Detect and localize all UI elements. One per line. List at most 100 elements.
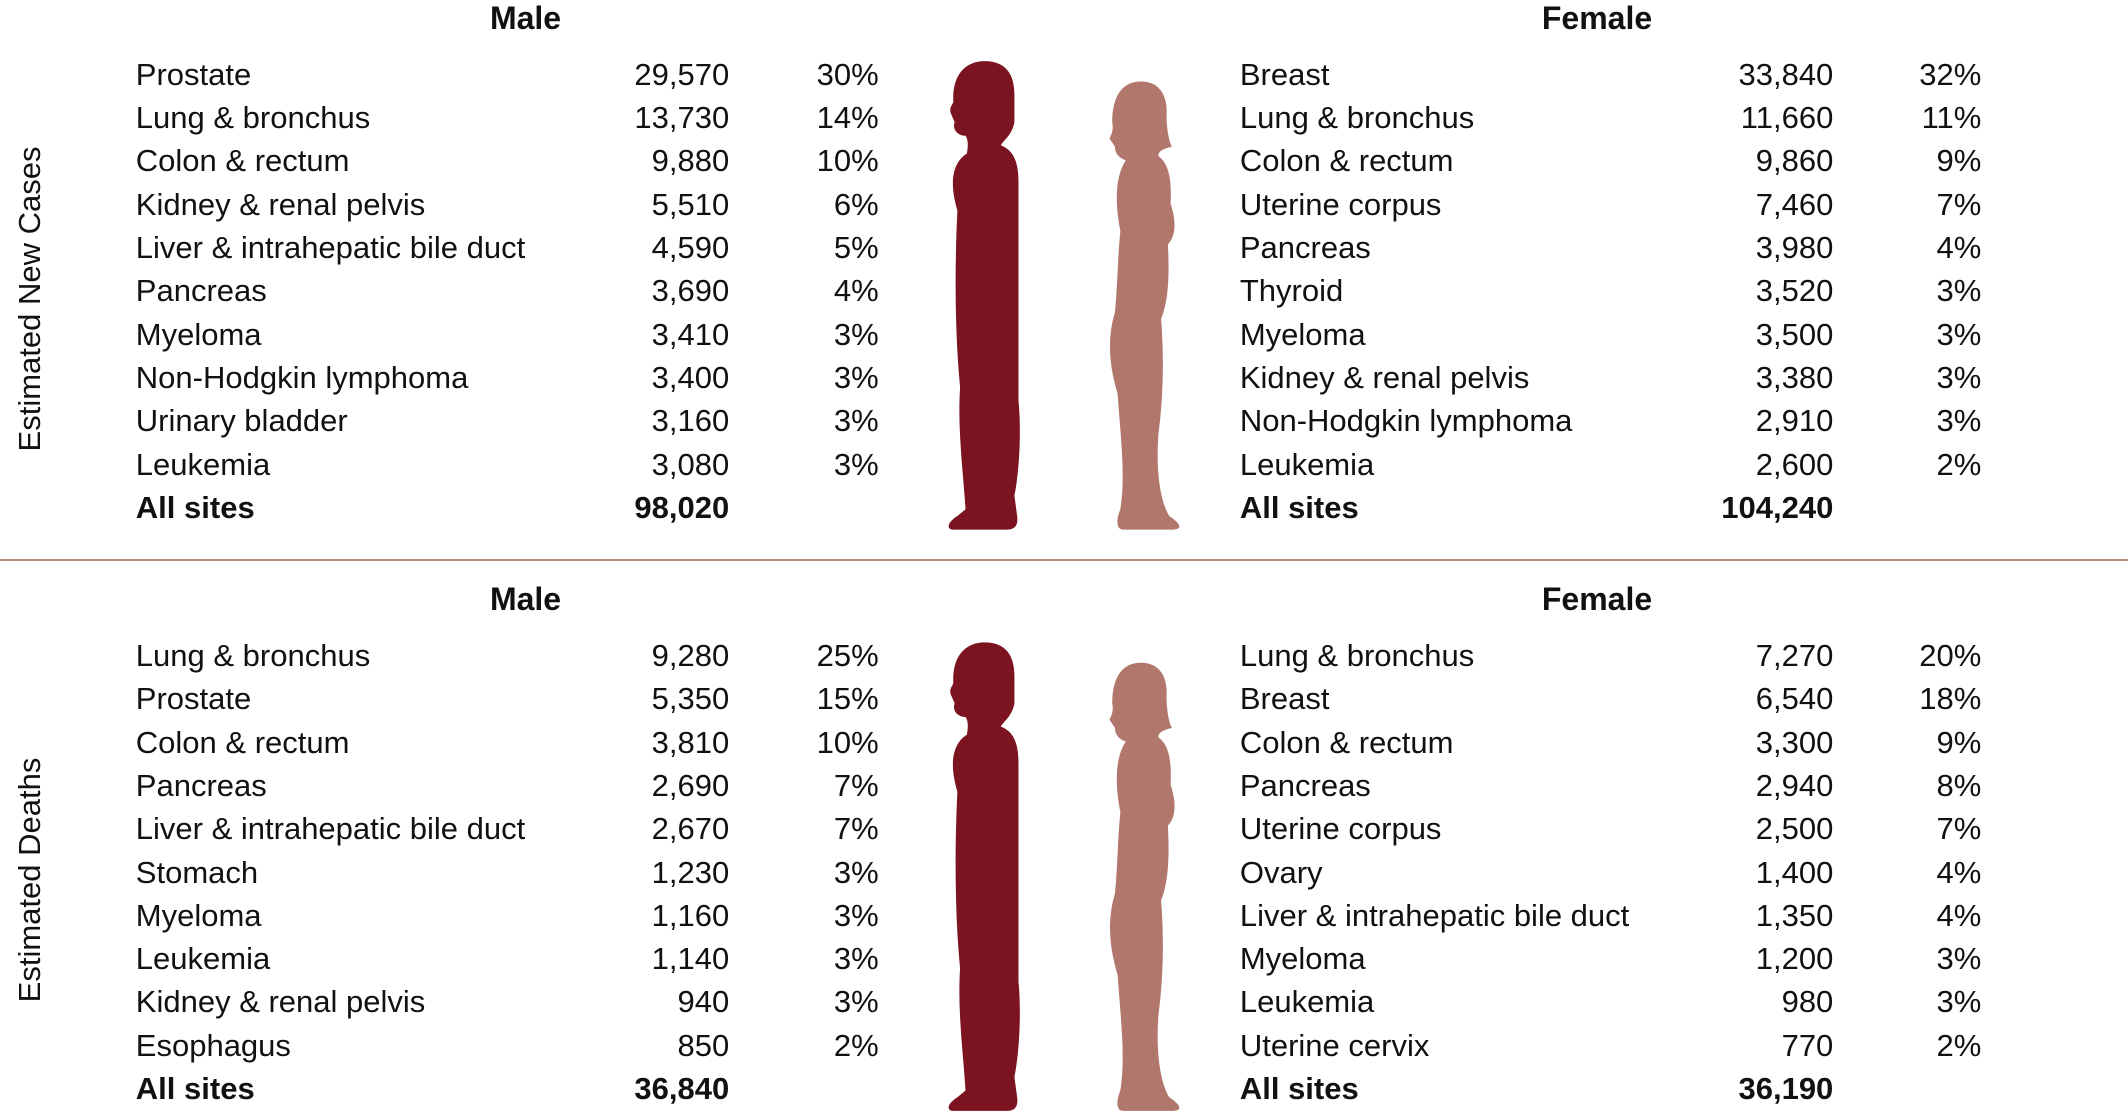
site-name: Lung & bronchus (1239, 100, 1475, 135)
male-silhouette (948, 642, 1020, 1111)
count: 3,300 (1755, 724, 1834, 760)
count: 5,510 (651, 186, 730, 222)
count: 6,540 (1755, 681, 1834, 717)
site-name: Myeloma (135, 897, 262, 933)
site-name: Liver & intrahepatic bile duct (1239, 897, 1630, 933)
female-silhouette (1109, 662, 1180, 1111)
total-label: All sites (135, 489, 255, 525)
site-name: Lung & bronchus (1239, 637, 1475, 673)
percent: 3% (1936, 403, 1982, 439)
site-name: Colon & rectum (1239, 724, 1454, 760)
site-name: Uterine corpus (1239, 811, 1442, 847)
site-name: Pancreas (1239, 229, 1371, 265)
count: 1,350 (1755, 897, 1834, 933)
count: 2,600 (1755, 446, 1834, 482)
percent: 3% (1936, 941, 1982, 977)
percent: 2% (1936, 446, 1982, 482)
count: 11,660 (1740, 100, 1834, 135)
total-label: All sites (135, 1071, 255, 1107)
count: 13,730 (634, 100, 730, 135)
section-label: Estimated New Cases (11, 146, 47, 452)
total-value: 36,190 (1738, 1071, 1834, 1107)
site-name: Colon & rectum (135, 724, 350, 760)
total-value: 98,020 (634, 489, 730, 525)
percent: 9% (1936, 143, 1982, 179)
percent: 3% (1936, 359, 1982, 395)
percent: 5% (833, 229, 879, 265)
column-title: Female (1541, 0, 1653, 36)
site-name: Myeloma (135, 316, 262, 352)
percent: 4% (833, 273, 879, 309)
site-name: Pancreas (135, 767, 267, 803)
count: 3,980 (1755, 229, 1834, 265)
site-name: Myeloma (1239, 316, 1366, 352)
site-name: Leukemia (135, 446, 271, 482)
site-name: Prostate (135, 681, 252, 717)
count: 9,860 (1755, 143, 1834, 179)
female-silhouette (1109, 81, 1180, 530)
percent: 9% (1936, 724, 1982, 760)
site-name: Leukemia (1239, 446, 1375, 482)
percent: 30% (816, 56, 879, 92)
percent: 3% (833, 403, 879, 439)
site-name: Lung & bronchus (135, 100, 371, 135)
site-name: Non-Hodgkin lymphoma (135, 359, 469, 395)
count: 3,500 (1755, 316, 1834, 352)
site-name: Lung & bronchus (135, 637, 371, 673)
percent: 3% (833, 446, 879, 482)
percent: 10% (816, 143, 879, 179)
count: 2,500 (1755, 811, 1834, 847)
count: 1,160 (651, 897, 730, 933)
total-label: All sites (1239, 489, 1359, 525)
percent: 7% (833, 767, 879, 803)
count: 980 (1781, 984, 1834, 1020)
percent: 3% (833, 941, 879, 977)
count: 5,350 (651, 681, 730, 717)
count: 1,400 (1755, 854, 1834, 890)
count: 2,670 (651, 811, 730, 847)
count: 2,910 (1755, 403, 1834, 439)
percent: 3% (1936, 273, 1982, 309)
count: 29,570 (634, 56, 730, 92)
site-name: Leukemia (1239, 984, 1375, 1020)
male-silhouette (948, 61, 1020, 530)
percent: 3% (833, 984, 879, 1020)
site-name: Liver & intrahepatic bile duct (135, 229, 526, 265)
percent: 15% (816, 681, 879, 717)
percent: 18% (1919, 681, 1982, 717)
count: 2,690 (651, 767, 730, 803)
count: 850 (677, 1027, 730, 1063)
percent: 3% (833, 316, 879, 352)
count: 3,690 (651, 273, 730, 309)
site-name: Prostate (135, 56, 252, 92)
total-value: 104,240 (1721, 489, 1834, 525)
count: 3,400 (651, 359, 730, 395)
site-name: Myeloma (1239, 941, 1366, 977)
percent: 4% (1936, 897, 1982, 933)
column-title: Male (489, 0, 562, 36)
count: 3,080 (651, 446, 730, 482)
count: 33,840 (1738, 56, 1834, 92)
site-name: Uterine cervix (1239, 1027, 1430, 1063)
count: 7,270 (1755, 637, 1834, 673)
percent: 7% (833, 811, 879, 847)
count: 1,200 (1755, 941, 1834, 977)
percent: 20% (1919, 637, 1982, 673)
count: 7,460 (1755, 186, 1834, 222)
percent: 3% (833, 854, 879, 890)
site-name: Thyroid (1239, 273, 1344, 309)
silhouettes (948, 61, 1180, 1111)
site-name: Uterine corpus (1239, 186, 1442, 222)
site-name: Urinary bladder (135, 403, 348, 439)
percent: 25% (816, 637, 879, 673)
percent: 10% (816, 724, 879, 760)
percent: 7% (1936, 186, 1982, 222)
percent: 14% (816, 100, 879, 135)
percent: 2% (1936, 1027, 1982, 1063)
count: 3,810 (651, 724, 730, 760)
percent: 3% (1936, 984, 1982, 1020)
site-name: Kidney & renal pelvis (135, 984, 426, 1020)
percent: 2% (833, 1027, 879, 1063)
